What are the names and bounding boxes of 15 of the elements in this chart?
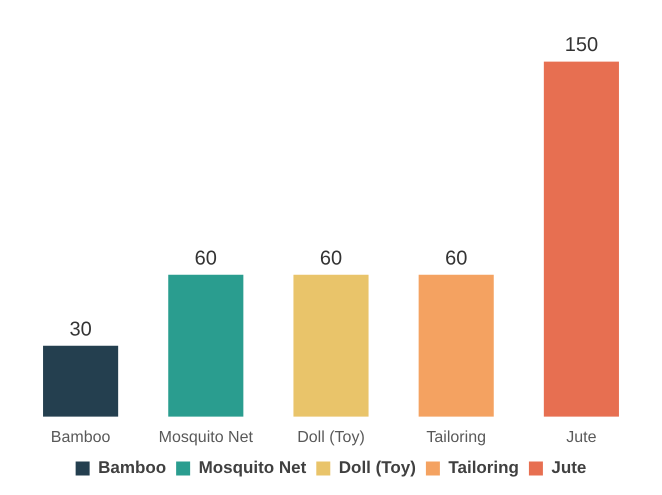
x-tick-label: Jute xyxy=(566,428,597,446)
data-label: 150 xyxy=(564,34,598,56)
x-tick-label: Mosquito Net xyxy=(158,428,254,446)
legend-label: Bamboo xyxy=(98,458,166,478)
data-label: 60 xyxy=(194,247,217,270)
data-label: 60 xyxy=(445,247,468,270)
legend-label: Mosquito Net xyxy=(198,458,307,478)
legend-label: Doll (Toy) xyxy=(338,458,416,478)
legend-label: Jute xyxy=(551,458,586,478)
x-tick-label: Tailoring xyxy=(426,428,486,446)
data-label: 60 xyxy=(320,247,342,270)
data-label: 30 xyxy=(69,318,92,340)
x-tick-label: Bamboo xyxy=(50,428,110,446)
legend-label: Tailoring xyxy=(448,458,519,478)
x-tick-label: Doll (Toy) xyxy=(297,428,365,446)
